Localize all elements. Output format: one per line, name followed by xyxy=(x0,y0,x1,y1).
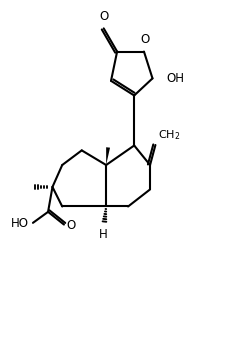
Text: OH: OH xyxy=(167,72,185,85)
Text: O: O xyxy=(99,10,108,23)
Text: O: O xyxy=(141,33,150,46)
Text: O: O xyxy=(66,219,76,232)
Text: CH$_2$: CH$_2$ xyxy=(158,128,181,142)
Polygon shape xyxy=(106,147,110,165)
Text: H: H xyxy=(99,228,108,241)
Text: HO: HO xyxy=(11,217,29,230)
